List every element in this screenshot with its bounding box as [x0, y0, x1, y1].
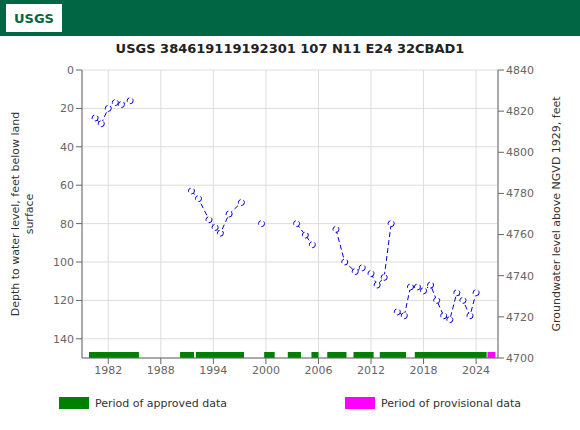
html-text:USGS 384619119192301 107 N11 E: USGS 384619119192301 107 N11 E24 32CBAD1	[115, 41, 465, 56]
svg-text:2018: 2018	[410, 364, 438, 377]
svg-text:Groundwater level above NGVD 1: Groundwater level above NGVD 1929, feet	[550, 96, 563, 332]
svg-text:4720: 4720	[506, 311, 534, 324]
svg-text:0: 0	[67, 64, 74, 77]
svg-text:4780: 4780	[506, 187, 534, 200]
svg-text:1982: 1982	[94, 364, 122, 377]
svg-text:100: 100	[53, 256, 74, 269]
svg-text:4820: 4820	[506, 105, 534, 118]
svg-text:120: 120	[53, 294, 74, 307]
svg-text:2012: 2012	[357, 364, 385, 377]
svg-text:60: 60	[60, 179, 74, 192]
svg-text:1994: 1994	[199, 364, 227, 377]
svg-text:140: 140	[53, 333, 74, 346]
html-text:Period of approved data: Period of approved data	[95, 396, 228, 410]
svg-text:4840: 4840	[506, 64, 534, 77]
svg-text:20: 20	[60, 102, 74, 115]
svg-text:2000: 2000	[252, 364, 280, 377]
svg-text:2006: 2006	[304, 364, 332, 377]
html-text:Period of provisional data: Period of provisional data	[381, 396, 521, 410]
svg-text:Depth to water level, feet bel: Depth to water level, feet below landsur…	[9, 112, 35, 317]
svg-text:1988: 1988	[147, 364, 175, 377]
html-text:USGS: USGS	[14, 10, 54, 26]
svg-text:4800: 4800	[506, 146, 534, 159]
svg-text:4740: 4740	[506, 270, 534, 283]
svg-text:2024: 2024	[462, 364, 490, 377]
svg-text:4760: 4760	[506, 228, 534, 241]
svg-text:80: 80	[60, 218, 74, 231]
svg-text:4700: 4700	[506, 352, 534, 365]
svg-text:40: 40	[60, 141, 74, 154]
